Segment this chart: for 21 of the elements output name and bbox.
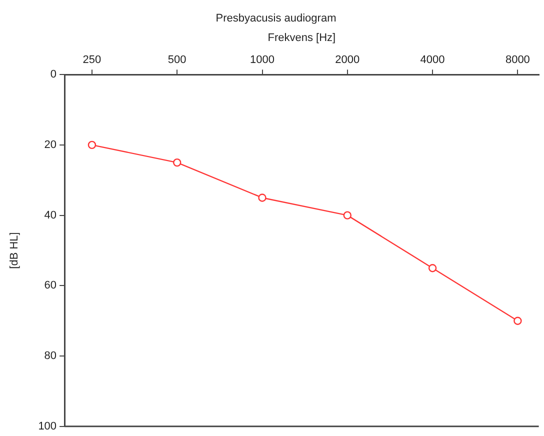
x-tick-label: 500 [168, 54, 186, 66]
y-tick-label: 40 [44, 209, 57, 222]
y-tick-label: 60 [44, 280, 57, 292]
y-tick-label: 20 [44, 138, 57, 151]
x-tick-label: 1000 [250, 54, 274, 66]
point [343, 211, 352, 220]
x-tick-label: 250 [82, 54, 102, 66]
x-tick-label: 8000 [505, 54, 530, 66]
point [173, 158, 182, 167]
y-tick-label: 100 [38, 420, 57, 432]
x-tick-label: 2000 [335, 54, 360, 66]
point [88, 140, 96, 150]
x-axis-title: Frekvens [Hz] [268, 32, 336, 44]
y-axis-title: [dB HL] [8, 232, 21, 269]
y-tick-label: 0 [50, 68, 57, 81]
x-tick-label: 4000 [420, 54, 445, 66]
point [428, 264, 437, 272]
point [514, 316, 522, 325]
chart-title: Presbyacusis audiogram [216, 12, 336, 25]
point [258, 194, 266, 202]
y-tick-label: 80 [44, 350, 57, 362]
